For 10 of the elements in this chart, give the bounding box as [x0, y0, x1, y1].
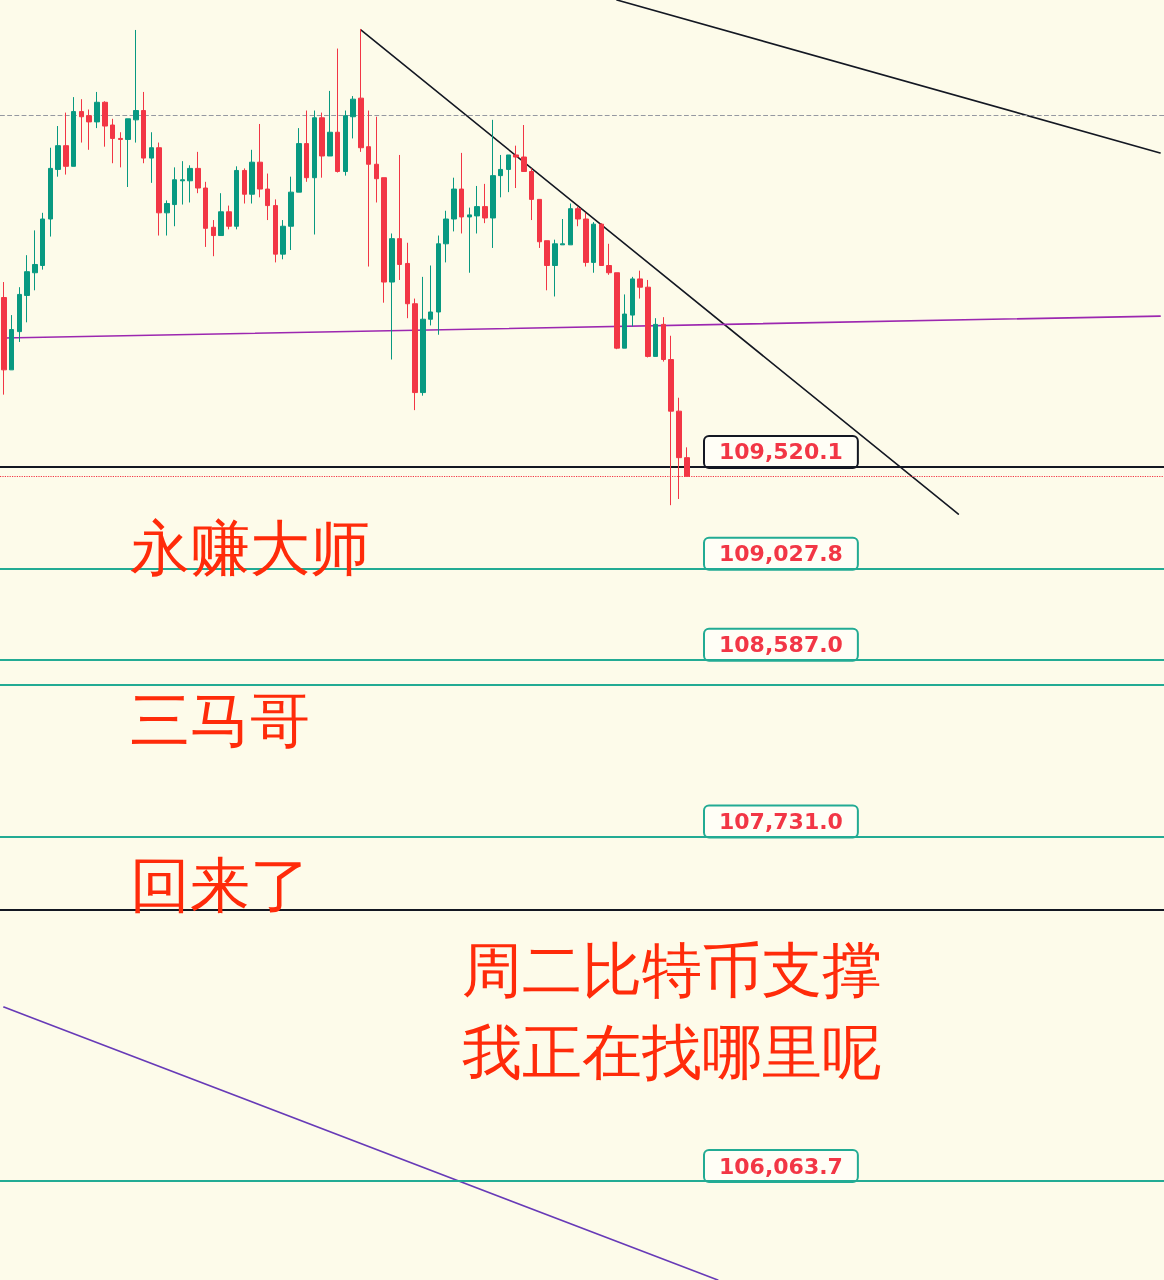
- y-tick-label: 109,520.1: [719, 439, 843, 465]
- y-tick-label: 109,027.8: [719, 541, 843, 567]
- y-tick-label: 108,587.0: [719, 632, 843, 658]
- y-tick-label: 107,731.0: [719, 809, 843, 835]
- y-tick-label: 106,063.7: [719, 1153, 843, 1179]
- annotation: 永赚大师: [130, 513, 370, 583]
- annotation: 回来了: [130, 850, 310, 920]
- annotation: 我正在找哪里呢: [462, 1017, 882, 1087]
- annotation: 周二比特币支撑: [462, 935, 882, 1005]
- annotation: 三马哥: [130, 685, 310, 755]
